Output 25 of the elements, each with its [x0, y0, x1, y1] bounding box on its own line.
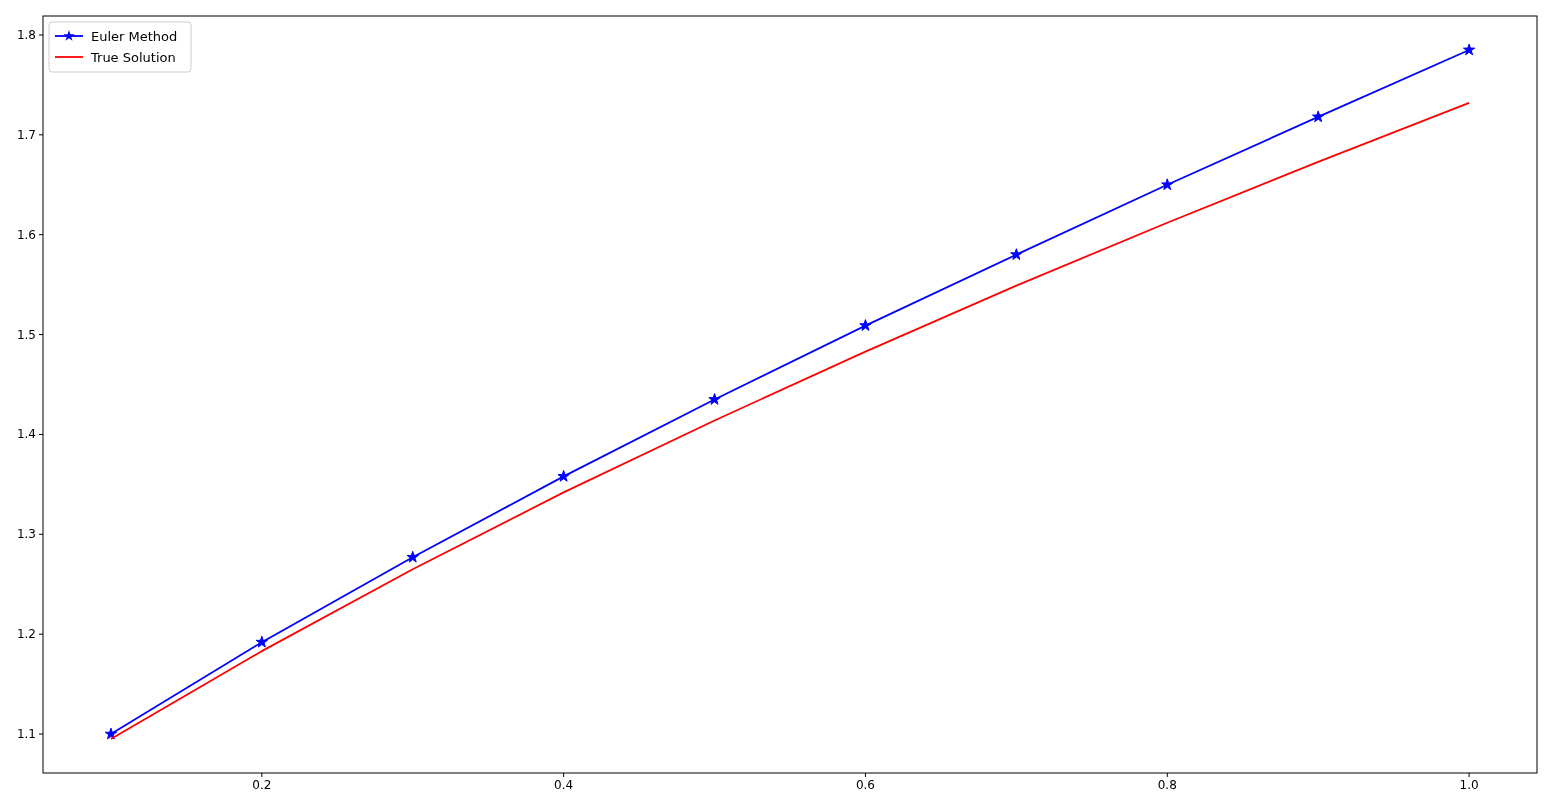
x-tick-label: 0.4 — [554, 778, 574, 792]
y-tick-label: 1.4 — [16, 427, 36, 442]
point — [859, 319, 872, 331]
y-tick-label: 1.2 — [16, 627, 36, 642]
point — [1010, 248, 1023, 261]
point — [1161, 178, 1174, 191]
y-tick-label: 1.3 — [16, 527, 36, 542]
point — [708, 393, 721, 405]
y-tick-label: 1.7 — [16, 127, 36, 142]
y-tick-label: 1.5 — [16, 327, 36, 342]
legend-label: True Solution — [90, 49, 176, 65]
point — [406, 550, 419, 563]
point — [557, 469, 570, 482]
y-tick-label: 1.8 — [16, 27, 36, 42]
x-tick-label: 0.8 — [1157, 778, 1177, 792]
x-tick-label: 1.0 — [1459, 778, 1479, 792]
point — [255, 635, 268, 648]
legend-label: Euler Method — [91, 28, 178, 44]
y-tick-label: 1.1 — [16, 727, 36, 742]
x-tick-label: 0.2 — [252, 778, 272, 792]
y-tick-label: 1.6 — [16, 227, 36, 242]
point — [1312, 110, 1325, 123]
point — [104, 727, 118, 740]
x-tick-label: 0.6 — [855, 778, 875, 792]
point — [1462, 43, 1476, 56]
